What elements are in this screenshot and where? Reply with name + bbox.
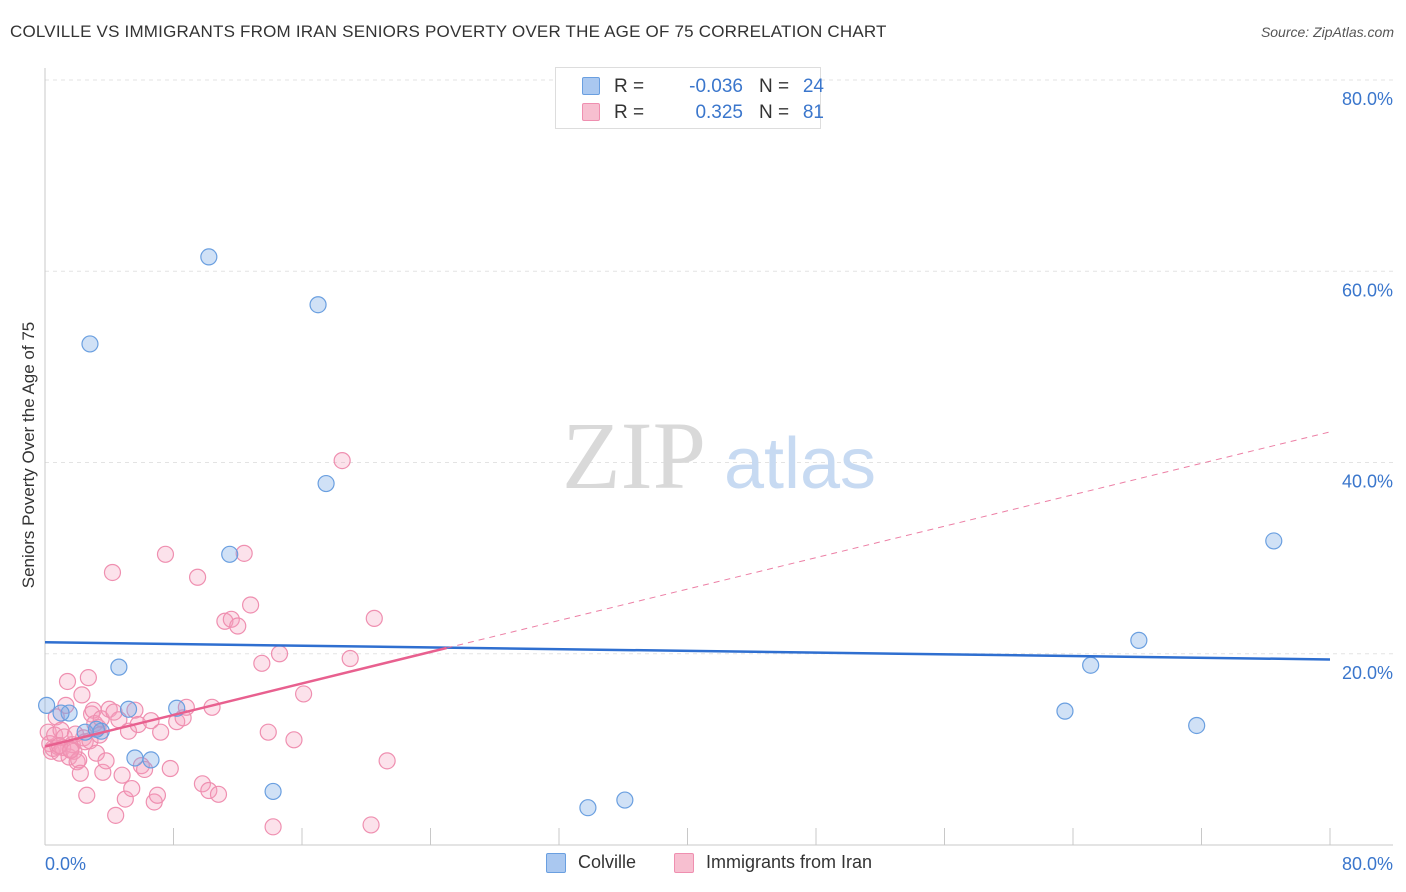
colville-point [38,696,56,714]
y-tick-label: 60.0% [1342,280,1393,300]
colville-point [1265,532,1283,550]
legend-label-iran: Immigrants from Iran [706,852,873,872]
x-tick-label: 0.0% [45,854,86,874]
y-tick-label: 20.0% [1342,663,1393,683]
iran-trend-line-extension [446,431,1331,649]
colville-point [1130,631,1148,649]
legend-swatch-colville [546,853,566,873]
iran-point [365,609,383,627]
legend-r-label: R = [614,76,645,97]
iran-point [270,645,289,663]
colville-point [317,474,335,493]
iran-point [62,741,80,759]
iran-point [73,686,91,704]
iran-point [222,610,240,628]
gridlines [45,79,1393,655]
legend-swatch-iran [674,853,694,873]
colville-point [264,782,282,801]
colville-point [221,545,239,563]
source-attribution: Source: ZipAtlas.com [1260,24,1394,40]
iran-point [135,760,154,779]
colville-point [110,658,128,676]
iran-point [200,781,218,800]
iran-point [253,654,271,672]
legend-swatch-iran [582,103,600,121]
iran-point [100,700,118,718]
colville-point [1188,716,1206,735]
watermark-atlas: atlas [724,424,876,504]
iran-point [209,785,228,803]
y-tick-label: 80.0% [1342,89,1393,109]
colville-point [309,296,327,314]
iran-point [126,701,144,719]
x-tick-label: 80.0% [1342,854,1393,874]
colville-point [1082,656,1100,674]
iran-point [378,752,396,770]
iran-point [333,451,351,470]
iran-point [264,818,282,836]
trend-lines [44,431,1331,748]
colville-point [579,799,597,817]
iran-point [71,764,89,782]
legend-n-value-iran: 81 [802,102,824,123]
iran-point [152,723,170,741]
colville-point [81,335,99,353]
legend-label-colville: Colville [578,852,637,872]
iran-point [148,786,167,804]
iran-point [113,766,131,784]
iran-point [97,752,115,770]
iran-point [216,612,234,630]
legend-r-label: R = [614,102,645,123]
legend-n-label: N = [759,102,790,123]
y-tick-label: 40.0% [1342,472,1393,492]
iran-point [235,544,253,562]
colville-point [126,749,144,767]
legend-r-value-colville: -0.036 [689,76,743,97]
iran-point [229,617,247,635]
colville-point [142,751,160,769]
series-colville-points [38,248,1283,817]
legend-r-value-iran: 0.325 [695,102,743,123]
iran-point [116,790,134,808]
legend-n-value-colville: 24 [802,76,824,97]
iran-point [103,563,122,582]
iran-point [193,775,212,793]
iran-point [285,731,303,749]
series-iran-points [39,451,396,836]
iran-point [295,685,313,703]
legend-n-label: N = [759,76,790,97]
iran-point [123,779,141,798]
iran-trend-line [44,646,447,748]
iran-point [161,759,179,778]
colville-point [119,700,138,718]
iran-point [58,672,77,691]
iran-point [156,545,175,563]
iran-point [105,703,123,721]
iran-point [259,723,277,741]
iran-point [341,649,359,668]
colville-trend-line [44,641,1331,661]
iran-point [242,596,260,614]
colville-point [1056,702,1074,720]
iran-point [78,786,96,804]
iran-point [188,568,207,586]
tick-labels: 20.0% 40.0% 60.0% 80.0% 0.0% 80.0% [45,89,1393,874]
colville-point [200,248,218,266]
watermark-zip: ZIP [562,402,706,509]
colville-point [52,704,70,722]
iran-point [107,806,125,824]
axes [44,68,1393,846]
colville-point [616,791,634,809]
iran-point [362,816,380,834]
correlation-legend: R = -0.036 N = 24 R = 0.325 N = 81 [555,67,824,129]
legend-swatch-colville [582,77,600,95]
chart-title: COLVILLE VS IMMIGRANTS FROM IRAN SENIORS… [10,22,887,41]
iran-point [79,669,97,687]
